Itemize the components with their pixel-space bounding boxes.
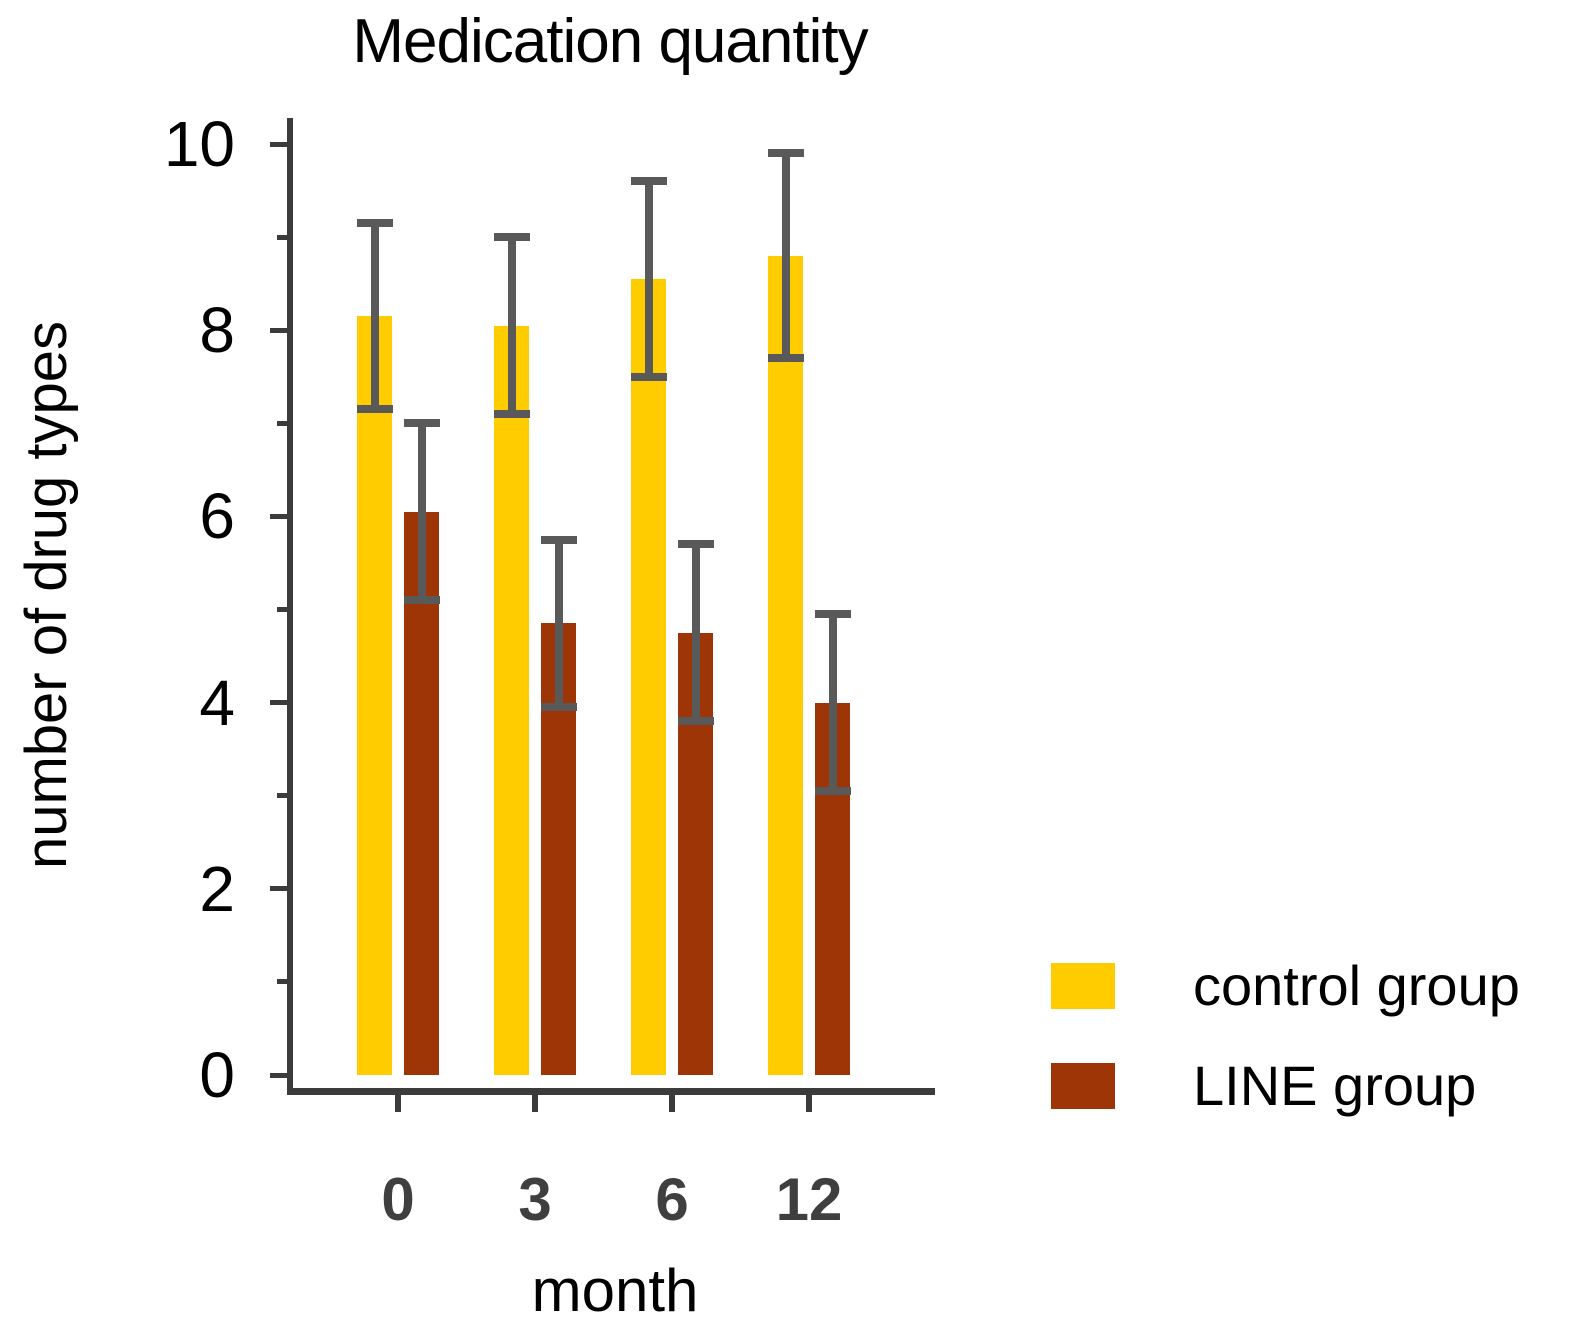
y-tick-label-10: 10 [163,108,235,180]
error-bar-control-group-month-0-cap-bottom [356,405,393,414]
legend-swatch-control-group [1051,963,1115,1009]
legend-row-control-group: control group [1051,958,1520,1014]
bar-control-group-month-6 [631,278,666,1075]
y-major-tick-6 [270,513,287,519]
error-bar-LINE-group-month-6-cap-bottom [677,717,714,726]
y-minor-tick-9 [277,234,287,240]
error-bar-control-group-month-6-cap-top [630,177,667,186]
x-axis-line [287,1088,935,1095]
y-tick-label-6: 6 [199,480,235,553]
x-tick-label-6: 6 [655,1166,689,1233]
x-tick-label-12: 12 [775,1166,843,1233]
bar-control-group-month-0 [357,316,392,1075]
error-bar-control-group-month-3-line [507,237,516,414]
legend-swatch-LINE-group [1051,1063,1115,1109]
x-tick-12 [806,1095,812,1112]
y-axis-label: number of drug types [14,320,79,870]
error-bar-LINE-group-month-3-cap-top [540,535,577,544]
legend: control group LINE group [1051,958,1520,1158]
y-major-tick-2 [270,886,287,892]
y-minor-tick-7 [277,420,287,426]
y-minor-tick-1 [277,979,287,985]
x-tick-label-3: 3 [518,1166,552,1233]
error-bar-LINE-group-month-6-line [691,544,700,722]
error-bar-control-group-month-3-cap-top [493,233,530,242]
y-tick-label-4: 4 [199,666,235,739]
error-bar-control-group-month-3-cap-bottom [493,409,530,418]
error-bar-LINE-group-month-12-cap-top [814,610,851,619]
error-bar-control-group-month-6-cap-bottom [630,372,667,381]
bar-LINE-group-month-0 [404,511,439,1075]
x-axis-label: month [531,1257,699,1324]
error-bar-LINE-group-month-3-cap-bottom [540,703,577,712]
error-bar-control-group-month-6-line [644,181,653,377]
y-major-tick-0 [270,1072,287,1078]
x-tick-label-0: 0 [381,1166,415,1233]
y-major-tick-4 [270,700,287,706]
legend-row-LINE-group: LINE group [1051,1058,1520,1114]
chart-title: Medication quantity [352,7,868,76]
legend-label-control-group: control group [1193,954,1520,1017]
error-bar-control-group-month-12-cap-top [767,149,804,158]
x-tick-6 [669,1095,675,1112]
error-bar-LINE-group-month-6-cap-top [677,540,714,549]
error-bar-control-group-month-12-cap-bottom [767,354,804,363]
error-bar-LINE-group-month-12-cap-bottom [814,787,851,796]
y-major-tick-8 [270,327,287,333]
bar-control-group-month-12 [768,255,803,1075]
y-tick-label-2: 2 [199,852,235,925]
y-tick-label-0: 0 [199,1039,235,1111]
error-bar-control-group-month-0-line [370,223,379,410]
y-minor-tick-3 [277,793,287,799]
error-bar-control-group-month-0-cap-top [356,219,393,228]
error-bar-LINE-group-month-0-cap-top [403,419,440,428]
error-bar-LINE-group-month-3-line [554,539,563,708]
y-axis-line [287,118,293,1095]
error-bar-LINE-group-month-0-line [417,423,426,601]
x-tick-3 [532,1095,538,1112]
x-tick-0 [395,1095,401,1112]
error-bar-LINE-group-month-0-cap-bottom [403,596,440,605]
legend-label-LINE-group: LINE group [1193,1054,1477,1117]
bar-control-group-month-3 [494,325,529,1075]
error-bar-control-group-month-12-line [781,153,790,359]
y-major-tick-10 [270,141,287,147]
error-bar-LINE-group-month-12-line [828,614,837,792]
y-tick-label-8: 8 [199,294,235,367]
y-minor-tick-5 [277,607,287,612]
